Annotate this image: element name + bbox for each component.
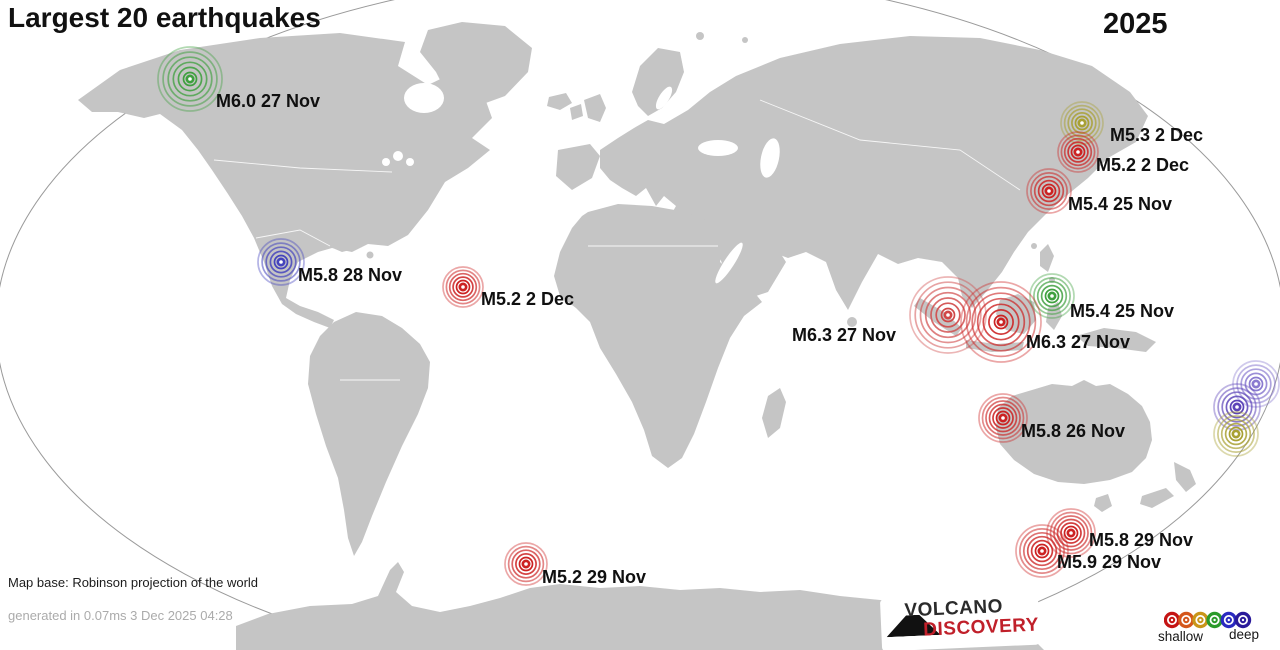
quake-label: M6.3 27 Nov [792, 325, 896, 345]
inland-water [382, 83, 780, 284]
depth-legend-dot-center [1197, 616, 1204, 624]
depth-legend-dot-center [1225, 616, 1233, 624]
quake-label: M5.8 29 Nov [1089, 530, 1193, 550]
quake-marker[interactable] [1232, 360, 1280, 408]
depth-legend-dot-center [1211, 616, 1218, 624]
quake-marker[interactable] [978, 393, 1028, 443]
quake-label: M5.2 2 Dec [1096, 155, 1189, 175]
depth-legend-dot [1234, 611, 1252, 629]
legend-deep-label: deep [1229, 627, 1260, 642]
quake-label: M5.9 29 Nov [1057, 552, 1161, 572]
quake-label: M6.3 27 Nov [1026, 332, 1130, 352]
quake-marker[interactable] [1060, 101, 1104, 145]
quake-labels-layer: M6.0 27 Nov M5.3 2 Dec M5.2 2 Dec M5.4 25 N… [216, 91, 1203, 587]
depth-legend: shallow deep [1158, 608, 1280, 648]
generated-note: generated in 0.07ms 3 Dec 2025 04:28 [8, 608, 233, 623]
year-label: 2025 [1103, 8, 1168, 40]
depth-legend-dot-center [1239, 616, 1247, 624]
page-title: Largest 20 earthquakes [8, 2, 321, 33]
depth-legend-dot-center [1183, 616, 1190, 624]
quake-marker[interactable] [157, 46, 223, 112]
quake-marker[interactable] [1026, 168, 1072, 214]
legend-shallow-label: shallow [1158, 629, 1204, 644]
quake-marker[interactable] [442, 266, 484, 308]
quake-label: M5.2 29 Nov [542, 567, 646, 587]
quake-markers-layer [157, 46, 1280, 586]
quake-marker[interactable] [1029, 273, 1075, 319]
quake-label: M5.4 25 Nov [1068, 194, 1172, 214]
quake-label: M5.4 25 Nov [1070, 301, 1174, 321]
volcano-discovery-logo[interactable]: VOLCANO DISCOVERY [879, 592, 1041, 650]
landmasses [78, 22, 1196, 650]
quake-marker[interactable] [1213, 383, 1261, 431]
quake-marker[interactable] [504, 542, 548, 586]
quake-marker[interactable] [1213, 411, 1259, 457]
logo-text-discovery: DISCOVERY [922, 614, 1040, 641]
quake-label: M5.8 28 Nov [298, 265, 402, 285]
depth-legend-dots [1164, 611, 1252, 629]
quake-label: M5.2 2 Dec [481, 289, 574, 309]
quake-marker[interactable] [257, 238, 305, 286]
map-base-note: Map base: Robinson projection of the wor… [8, 575, 259, 590]
country-borders [213, 99, 1021, 381]
quake-label: M5.3 2 Dec [1110, 125, 1203, 145]
quake-label: M5.8 26 Nov [1021, 421, 1125, 441]
quake-marker[interactable] [960, 281, 1042, 363]
quake-label: M6.0 27 Nov [216, 91, 320, 111]
quake-marker[interactable] [1057, 131, 1099, 173]
quake-marker[interactable] [1046, 508, 1096, 558]
depth-legend-dot-center [1168, 616, 1176, 624]
quake-marker[interactable] [1015, 524, 1069, 578]
quake-marker[interactable] [909, 276, 987, 354]
